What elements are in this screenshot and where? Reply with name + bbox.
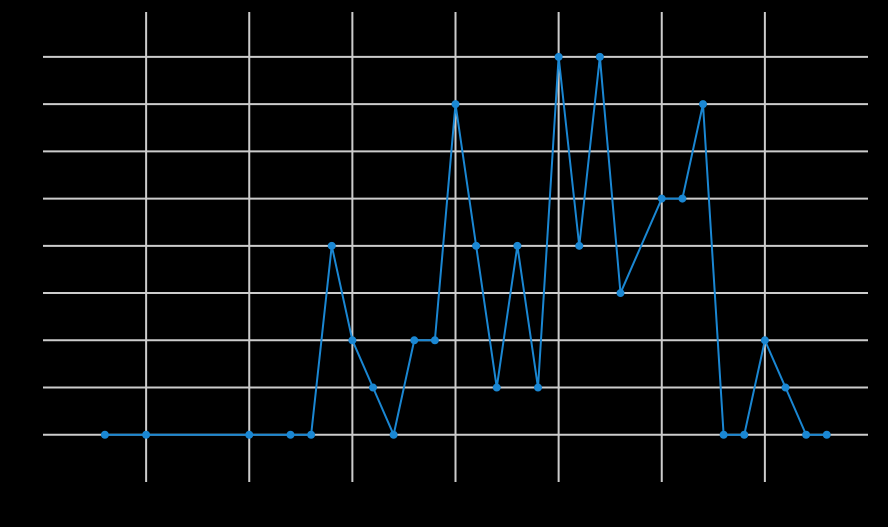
data-point <box>678 194 687 203</box>
data-point <box>575 241 584 250</box>
data-point <box>369 383 377 392</box>
data-point <box>760 336 769 345</box>
data-point <box>142 430 151 439</box>
data-point <box>327 241 336 250</box>
data-point <box>822 430 831 439</box>
y-tick-label: 0 <box>28 427 35 441</box>
y-tick-label: 2 <box>28 332 35 346</box>
data-point <box>348 336 357 345</box>
y-tick-label: 5 <box>28 191 35 205</box>
y-tick-label: 7 <box>28 96 35 110</box>
data-point <box>595 52 604 61</box>
y-tick-label: 8 <box>28 49 35 63</box>
data-point <box>472 241 481 250</box>
x-tick-label: 15 <box>346 490 360 504</box>
data-point <box>451 100 460 109</box>
data-point <box>719 430 728 439</box>
data-point <box>430 336 439 345</box>
data-point <box>307 430 316 439</box>
data-point <box>740 430 749 439</box>
x-tick-label: 20 <box>449 490 463 504</box>
y-tick-label: 3 <box>28 285 35 299</box>
y-tick-label: 4 <box>28 238 35 252</box>
x-tick-label: 5 <box>143 490 150 504</box>
data-point <box>492 383 501 392</box>
data-point <box>554 52 563 61</box>
data-point <box>513 241 522 250</box>
data-point <box>410 336 419 345</box>
data-point <box>616 289 625 298</box>
data-point <box>100 430 109 439</box>
x-tick-label: 35 <box>758 490 772 504</box>
data-point <box>699 100 707 109</box>
data-point <box>534 383 542 392</box>
x-tick-label: 10 <box>243 490 257 504</box>
data-point <box>802 430 811 439</box>
data-point <box>657 194 666 203</box>
x-tick-label: 25 <box>552 490 566 504</box>
data-point <box>389 430 398 439</box>
y-tick-label: 6 <box>28 144 35 158</box>
y-tick-label: 1 <box>28 380 35 394</box>
data-point <box>286 430 295 439</box>
x-tick-label: 30 <box>655 490 669 504</box>
data-point <box>781 383 790 392</box>
data-point <box>245 430 254 439</box>
